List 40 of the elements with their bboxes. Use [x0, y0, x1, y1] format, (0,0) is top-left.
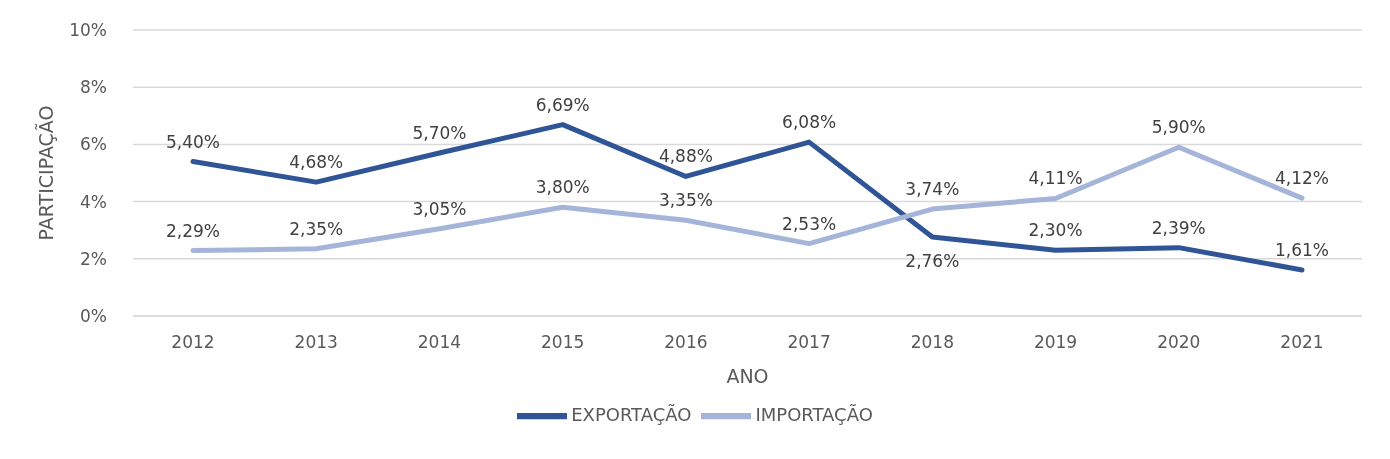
y-axis-title: PARTICIPAÇÃO	[34, 105, 57, 241]
y-tick-label: 10%	[69, 20, 107, 41]
x-tick-label: 2014	[417, 332, 462, 353]
data-label: 2,29%	[165, 220, 221, 241]
data-label: 4,88%	[658, 146, 713, 167]
x-tick-label: 2021	[1280, 332, 1324, 353]
legend-label: IMPORTAÇÃO	[755, 404, 873, 425]
data-label: 3,05%	[412, 198, 467, 219]
x-tick-label: 2017	[787, 332, 831, 353]
data-label: 4,12%	[1274, 168, 1330, 189]
data-label: 3,74%	[905, 179, 960, 200]
data-label: 4,11%	[1028, 168, 1083, 189]
data-label: 4,68%	[289, 152, 344, 173]
x-tick-label: 2016	[664, 332, 708, 353]
data-label: 5,70%	[412, 122, 467, 143]
x-tick-label: 2012	[171, 332, 215, 353]
data-label: 3,80%	[535, 177, 590, 198]
data-label: 6,69%	[535, 94, 590, 115]
x-tick-label: 2019	[1033, 332, 1078, 353]
x-axis-title: ANO	[726, 365, 769, 387]
data-label: 1,61%	[1274, 239, 1330, 260]
legend-label: EXPORTAÇÃO	[571, 404, 692, 425]
y-tick-label: 8%	[80, 77, 107, 98]
data-label: 2,30%	[1028, 220, 1083, 241]
data-label: 2,35%	[289, 218, 344, 239]
data-label: 5,90%	[1151, 117, 1206, 138]
data-label: 5,40%	[165, 131, 221, 152]
x-tick-label: 2020	[1157, 332, 1201, 353]
y-tick-label: 0%	[80, 306, 107, 327]
data-label: 2,53%	[782, 213, 837, 234]
y-tick-label: 6%	[80, 134, 107, 155]
data-label: 3,35%	[658, 190, 713, 211]
y-tick-label: 2%	[80, 248, 107, 269]
x-tick-label: 2013	[294, 332, 338, 353]
data-label: 2,39%	[1151, 217, 1206, 238]
x-tick-label: 2015	[541, 332, 585, 353]
x-tick-label: 2018	[910, 332, 954, 353]
y-tick-label: 4%	[80, 191, 107, 212]
data-label: 2,76%	[905, 251, 960, 272]
data-label: 6,08%	[782, 112, 837, 133]
